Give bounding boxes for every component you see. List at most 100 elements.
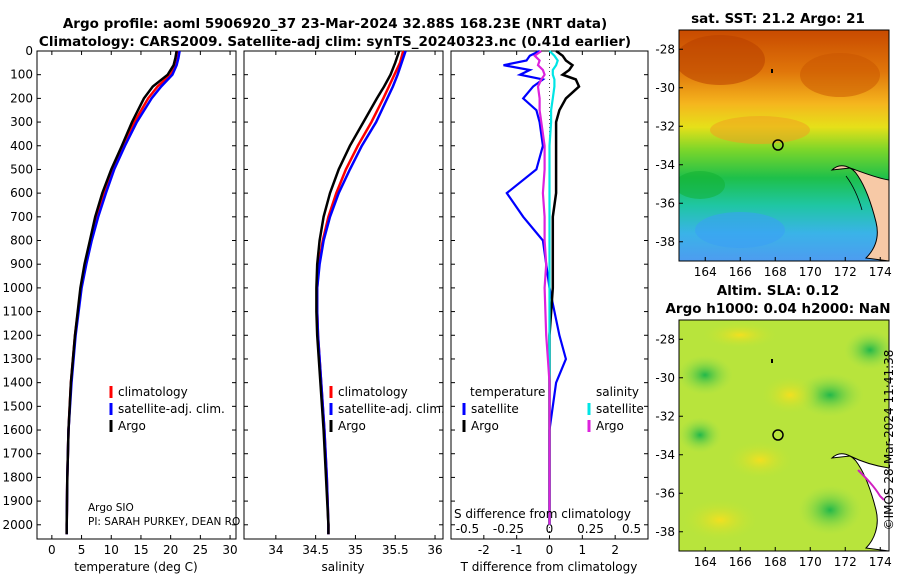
temperature-plot: 0 5 10 15 20 25 30 [37,50,238,557]
lon-tick-label: 164 [694,555,717,569]
depth-tick-label: 1600 [2,423,33,437]
annotation-argo-sio: Argo SIO [88,502,134,514]
land-new-zealand [830,165,889,261]
depth-tick-label: 0 [25,44,33,58]
lon-tick-label: 172 [834,555,857,569]
temp-satellite-diff-line [503,50,568,525]
depth-tick-label: 1800 [2,470,33,484]
depth-tick-label: 600 [10,186,33,200]
depth-tick-label: 2000 [2,518,33,532]
x-tick-label: 25 [193,543,208,557]
depth-tick-label: 200 [10,91,33,105]
lon-tick-label: 172 [834,265,857,279]
temperature-legend: climatology satellite-adj. clim. Argo [109,385,225,433]
sla-map-field [679,320,889,551]
depth-tick-label: 500 [10,162,33,176]
x-tick-label: 34 [268,543,283,557]
satellite-clim-profile-line [65,50,181,535]
depth-tick-label: 1100 [2,305,33,319]
difference-legend: temperature satellite Argo salinity sate… [462,385,644,433]
legend-title-temperature: temperature [470,385,545,399]
depth-tick-label: 300 [10,115,33,129]
lat-tick-label: -32 [655,409,675,423]
depth-tick-label: 1200 [2,328,33,342]
legend-label-argo: Argo [118,419,146,433]
sal-diff-tick-label: 0.5 [622,522,641,536]
depth-tick-label: 1700 [2,447,33,461]
legend-label-temp-argo: Argo [471,419,499,433]
depth-tick-label: 100 [10,68,33,82]
sla-high-blob [680,498,760,542]
lon-tick-label: 168 [764,555,787,569]
depth-tick-label: 1300 [2,352,33,366]
sal-diff-tick-label: 0.25 [577,522,604,536]
sal-argo-diff-line [532,50,551,525]
depth-tick-label: 400 [10,139,33,153]
lat-tick-label: -34 [655,448,675,462]
sla-low-blob [679,417,722,453]
argo-profile-line [315,50,401,535]
legend-label-sal-argo: Argo [596,419,624,433]
sst-map-field [679,30,889,261]
x-tick-label: 36 [427,543,442,557]
lon-tick-label: 166 [729,265,752,279]
x-tick-label: 35.5 [382,543,409,557]
salinity-legend: climatology satellite-adj. clim. Argo [329,385,445,433]
land-new-zealand [830,453,889,551]
depth-tick-label: 1000 [2,281,33,295]
sst-mid-patch [710,116,810,144]
temp-argo-diff-line [548,49,581,525]
sal-diff-tick-label: -0.5 [456,522,479,536]
legend-label-satellite: satellite-adj. clim. [338,402,445,416]
sla-high-blob [760,375,820,415]
lon-tick-label: 174 [869,265,892,279]
depth-tick-label: 900 [10,257,33,271]
depth-tick-label: 800 [10,234,33,248]
legend-label-climatology: climatology [338,385,408,399]
x-tick-label: 34.5 [302,543,329,557]
x-tick-label: 0 [546,543,554,557]
lat-tick-label: -34 [655,158,675,172]
legend-label-argo: Argo [338,419,366,433]
sla-low-blob [844,330,889,370]
sal-satellite-diff-line [548,50,559,525]
depth-tick-label: 1400 [2,376,33,390]
x-tick-label: 1 [579,543,587,557]
x-tick-label: -1 [511,543,523,557]
lat-tick-label: -30 [655,81,675,95]
legend-label-climatology: climatology [118,385,188,399]
temperature-xlabel: temperature (deg C) [74,560,197,574]
sal-diff-tick-label: -0.25 [493,522,524,536]
imos-timestamp: ©IMOS 28-Mar-2024 11:41:38 [882,350,896,531]
sal-diff-tick-label: 0 [546,522,554,536]
temperature-panel-frame [36,50,237,540]
lat-tick-label: -32 [655,119,675,133]
sst-warm-patch [679,35,765,85]
depth-tick-label: 700 [10,210,33,224]
lat-tick-label: -38 [655,525,675,539]
salinity-panel-frame [243,50,444,540]
lat-tick-label: -30 [655,371,675,385]
difference-plot: -2 -1 0 1 2 -0.5 -0.25 0 0.25 0.5 [451,49,648,557]
depth-axis: 0 100 200 300 400 500 600 700 800 900 1000 1100 1200… [2,44,33,532]
x-tick-label: 15 [133,543,148,557]
sst-map-axes: 164 166 168 170 172 174 -28 -30 -32 -34 -36 -38 [655,42,891,279]
lon-tick-label: 174 [869,555,892,569]
x-tick-label: -2 [478,543,490,557]
difference-xlabel-top: S difference from climatology [454,507,631,521]
lon-tick-label: 168 [764,265,787,279]
lon-tick-label: 170 [799,265,822,279]
x-tick-label: 30 [222,543,237,557]
sst-cool-patch [679,171,725,199]
lat-tick-label: -36 [655,196,675,210]
annotation-pi: PI: SARAH PURKEY, DEAN RO [88,516,240,528]
depth-tick-label: 1500 [2,399,33,413]
coastline [845,175,863,211]
legend-label-sal-satellite: satellite [596,402,644,416]
sst-warm-patch [800,53,880,97]
sla-low-blob [798,485,862,535]
sla-map-frame [678,319,890,552]
lat-tick-label: -28 [655,332,675,346]
